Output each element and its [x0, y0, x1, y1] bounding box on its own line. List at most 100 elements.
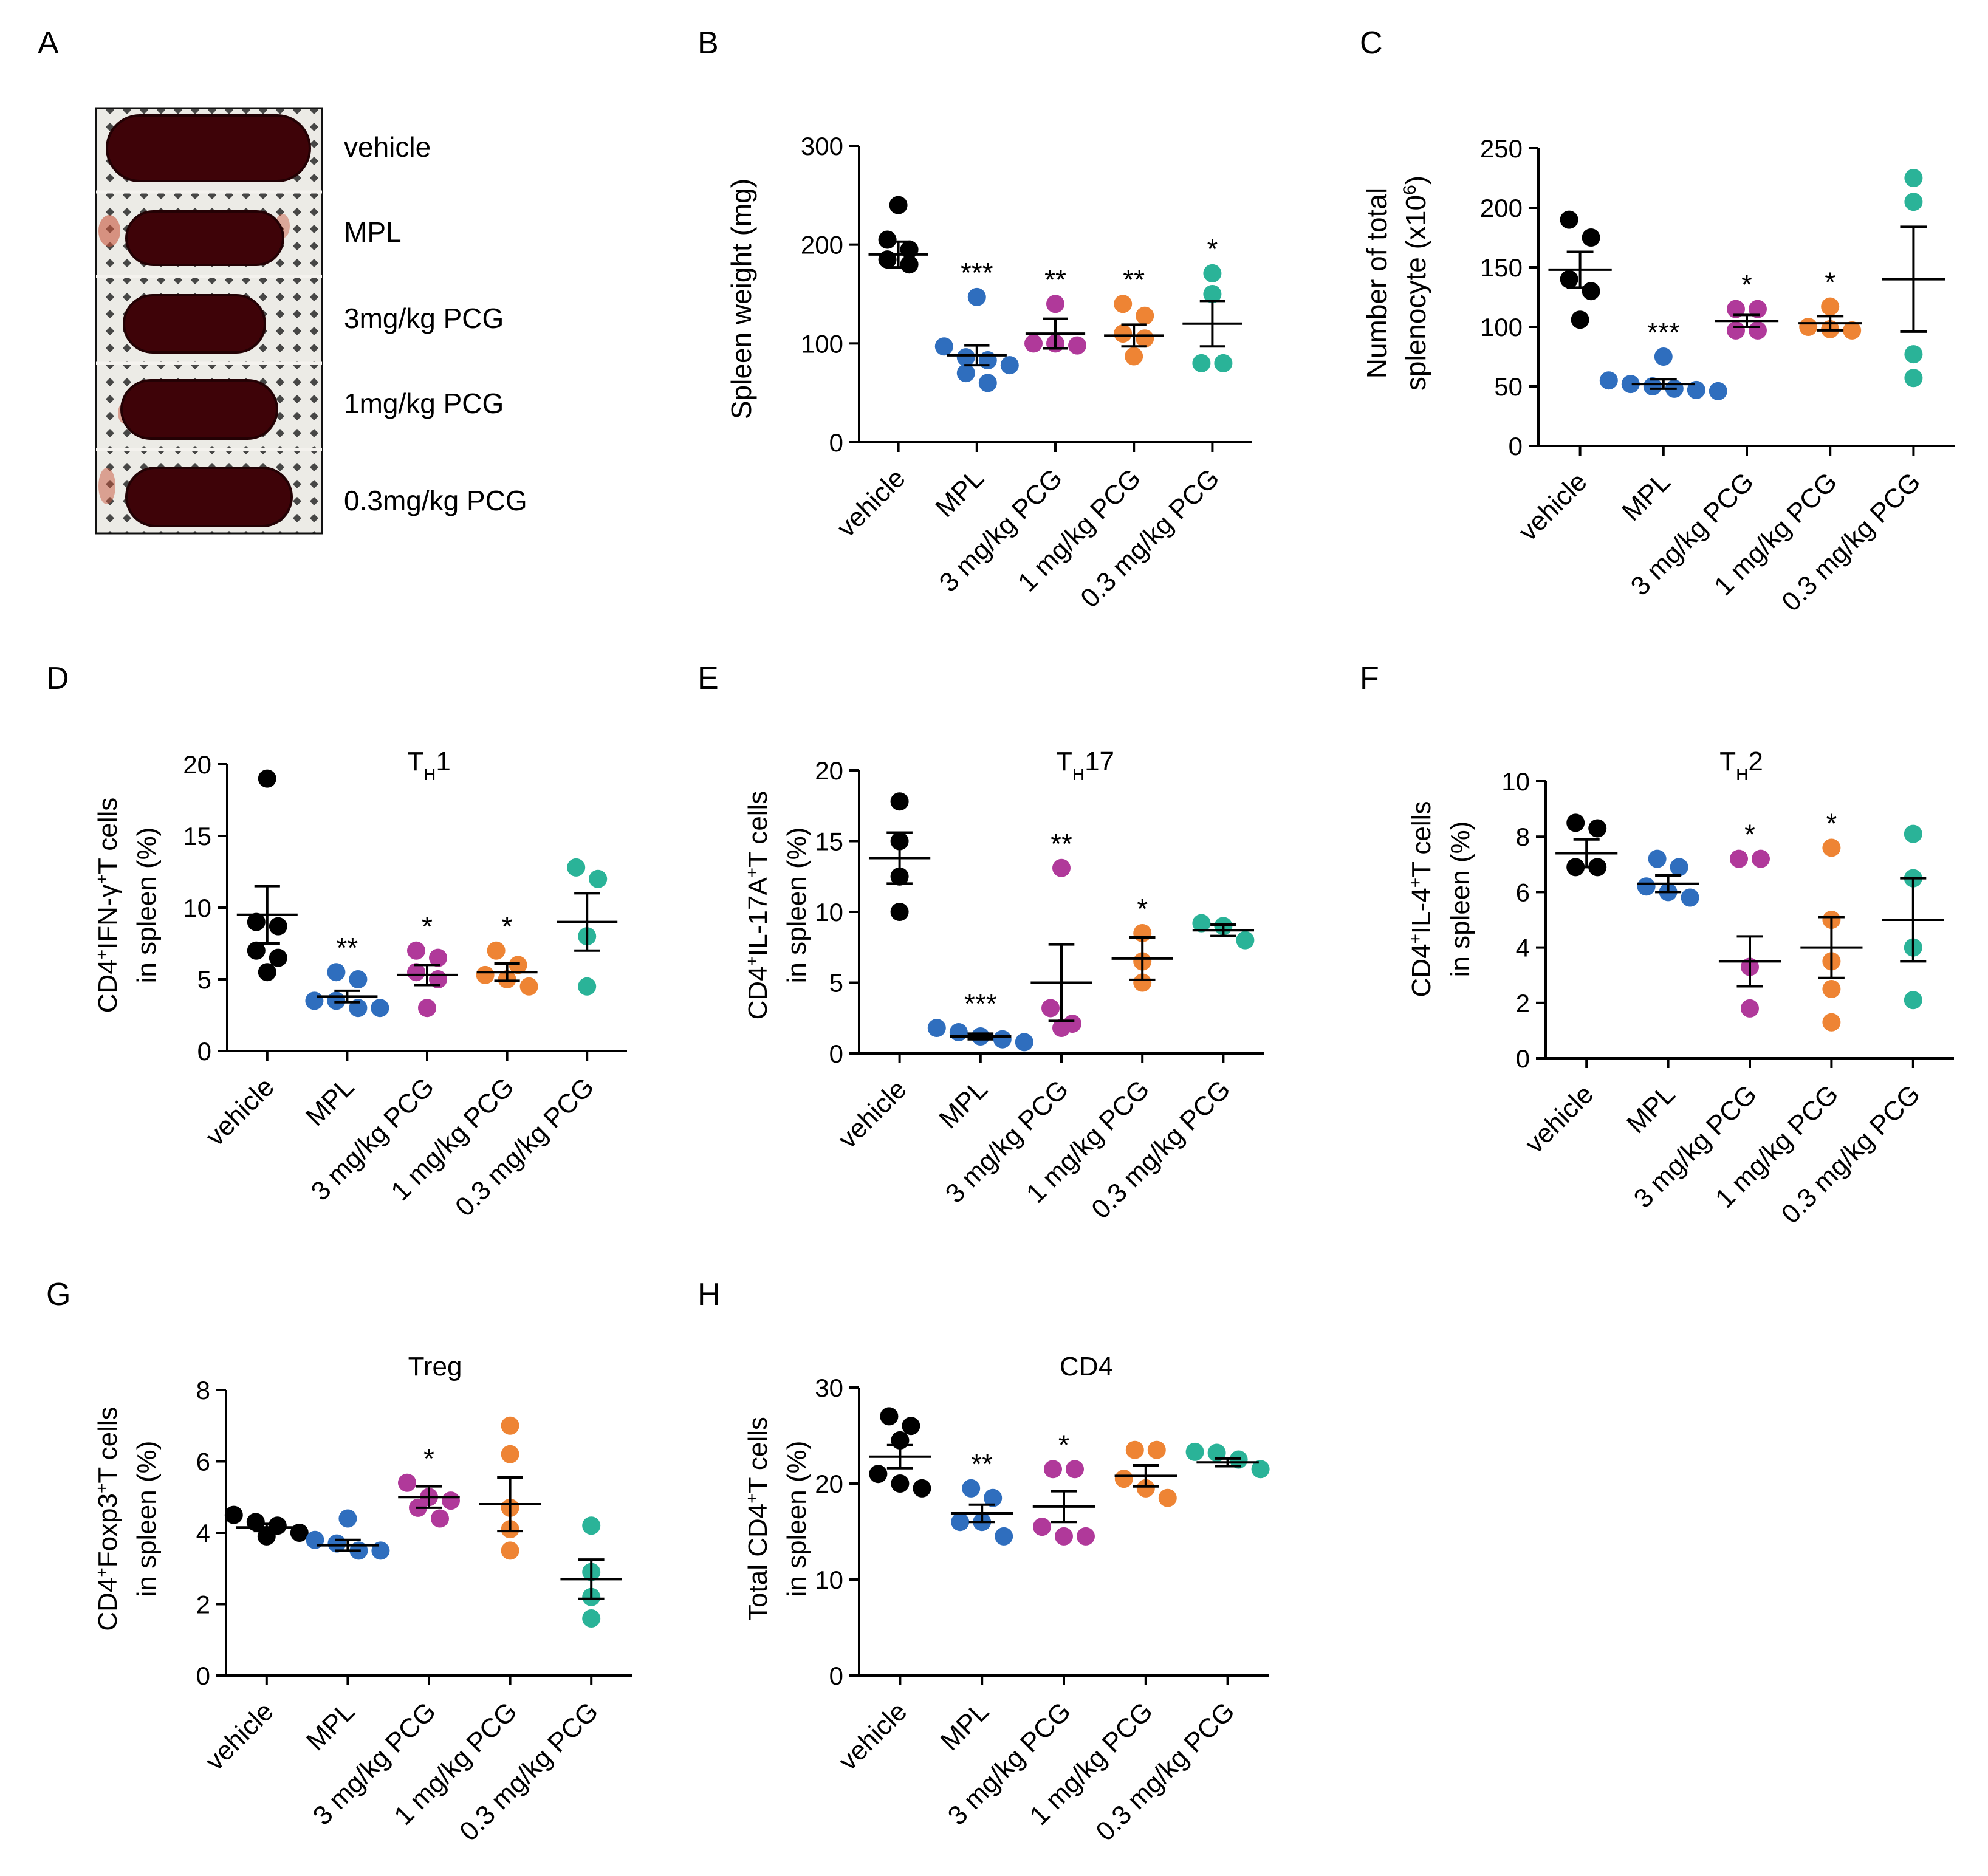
blood-stain [98, 468, 115, 504]
data-point [247, 912, 266, 931]
y-label-part: in spleen (%) [132, 1441, 162, 1597]
y-tick-label: 200 [801, 231, 843, 259]
y-label-part: in spleen (%) [1445, 821, 1475, 977]
data-point [407, 963, 425, 982]
y-tick-label: 0 [1509, 432, 1523, 460]
data-point [1033, 1518, 1051, 1536]
data-point [995, 1527, 1013, 1546]
x-tick-label: MPL [935, 1696, 995, 1756]
data-point [418, 999, 436, 1018]
significance-label: ** [1051, 828, 1072, 860]
data-point [1114, 324, 1133, 343]
panel-letter-g: G [46, 1277, 70, 1312]
data-point [984, 1488, 1003, 1507]
title-sub: H [423, 765, 436, 784]
data-point [1749, 321, 1767, 340]
panel-letter-d: D [46, 661, 69, 696]
y-label-sup: + [742, 956, 761, 966]
y-tick-label: 5 [197, 965, 211, 994]
y-label-part: IFN-γ [93, 884, 123, 950]
data-point [1136, 329, 1154, 348]
data-point [371, 999, 389, 1018]
x-tick-label: 0.3 mg/kg PCG [450, 1072, 600, 1222]
data-point [327, 963, 346, 982]
title-tail: 17 [1085, 747, 1114, 776]
title-tail: 2 [1748, 747, 1763, 776]
x-tick-label: 0.3 mg/kg PCG [1090, 1696, 1240, 1846]
title-main: T [1056, 747, 1072, 776]
spleen-vehicle [106, 114, 311, 182]
y-label-sup: 6 [1400, 185, 1420, 195]
title-sub: H [1736, 765, 1748, 784]
x-tick-label: 0.3 mg/kg PCG [1776, 1079, 1926, 1229]
y-label-part: in spleen (%) [132, 827, 162, 984]
significance-label: * [422, 911, 433, 942]
data-point [880, 1407, 899, 1426]
chart-title-e: TH17 [1056, 747, 1114, 784]
y-label-sup: + [742, 1493, 761, 1503]
significance-label: ** [336, 932, 358, 964]
y-label-part: in spleen (%) [782, 1441, 812, 1597]
data-point [1648, 849, 1667, 868]
data-point [1203, 264, 1222, 282]
y-tick-label: 10 [183, 894, 211, 922]
x-tick-label: vehicle [199, 1696, 279, 1776]
y-label-part: T cells [743, 791, 773, 868]
y-label-part: CD4 [93, 1578, 123, 1631]
significance-label: ** [971, 1448, 993, 1480]
panel-c: C Number of total splenocyte (x106) 0 50 1… [1360, 26, 1955, 617]
data-point [1114, 1470, 1133, 1488]
y-label-part: T cells [743, 1417, 773, 1493]
data-point [1588, 819, 1607, 838]
data-point [1236, 931, 1255, 950]
data-point [890, 792, 909, 811]
x-tick-label: vehicle [200, 1072, 279, 1151]
data-point [949, 1023, 968, 1042]
y-tick-label: 8 [196, 1376, 210, 1405]
significance-label: ** [1044, 264, 1066, 295]
photo-label-mpl: MPL [344, 216, 402, 248]
photo-label-1mg: 1mg/kg PCG [344, 388, 504, 419]
data-point [1068, 336, 1086, 355]
x-tick-label: MPL [300, 1072, 360, 1132]
data-point [1904, 169, 1923, 187]
data-point [509, 956, 527, 974]
panel-b: B Spleen weight (mg) 0 100 200 300 vehicle MP… [698, 26, 1252, 614]
data-point [1727, 300, 1745, 318]
x-tick-label: vehicle [1513, 467, 1592, 546]
data-point [1133, 973, 1152, 992]
data-point [878, 250, 897, 269]
x-tick-label: 0.3 mg/kg PCG [1075, 463, 1225, 613]
data-point [890, 903, 909, 921]
data-point [247, 941, 266, 960]
y-tick-label: 4 [1516, 934, 1530, 962]
data-point [431, 1509, 449, 1528]
data-point [1821, 297, 1840, 316]
y-label-part: CD4 [93, 959, 123, 1013]
data-point [327, 991, 346, 1010]
data-point [1066, 1460, 1084, 1479]
y-label-part: Total CD4 [743, 1504, 773, 1621]
title-sub: H [1072, 765, 1085, 784]
data-point [407, 941, 425, 960]
x-tick-label: MPL [301, 1696, 361, 1756]
y-tick-label: 200 [1480, 194, 1523, 222]
x-tick-label: MPL [1621, 1079, 1681, 1139]
y-label-part: splenocyte (x10 [1400, 195, 1431, 391]
y-axis-label: Spleen weight (mg) [725, 179, 757, 419]
spleen-photo-icon [95, 107, 323, 535]
y-tick-label: 15 [183, 822, 211, 851]
data-point [1052, 1019, 1071, 1038]
chart-title-d: TH1 [407, 747, 451, 784]
data-point [927, 1019, 946, 1038]
data-point [582, 1516, 601, 1535]
data-point [1582, 228, 1600, 247]
data-point [1000, 356, 1019, 375]
data-point [501, 1416, 519, 1435]
data-point [1052, 858, 1071, 877]
x-tick-label: 0.3 mg/kg PCG [1086, 1074, 1236, 1224]
